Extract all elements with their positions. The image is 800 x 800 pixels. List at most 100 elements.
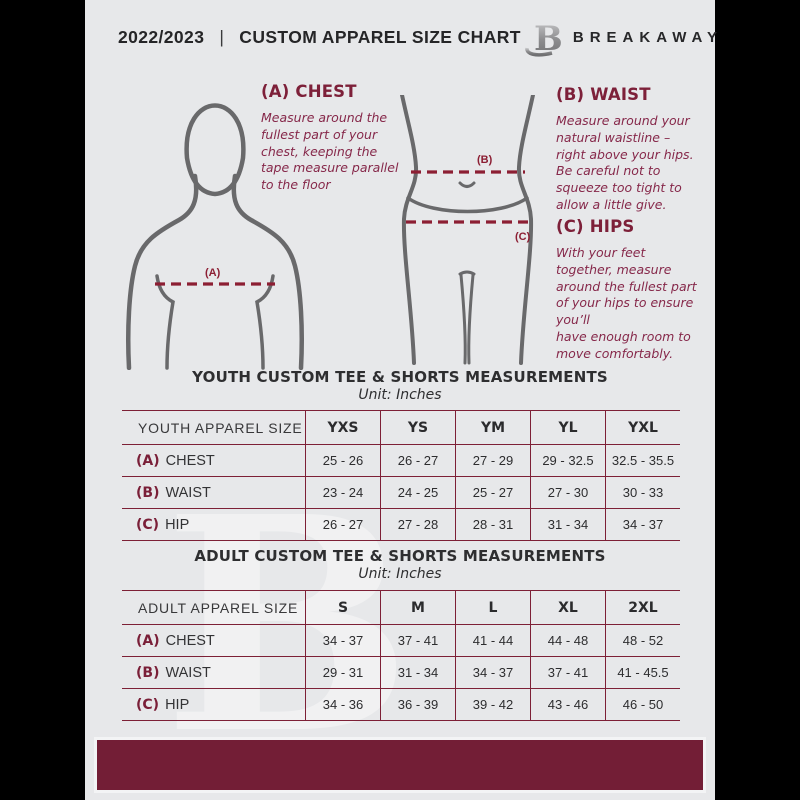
size-range-cell: 25 - 26 bbox=[305, 445, 380, 476]
size-range-cell: 28 - 31 bbox=[455, 509, 530, 540]
adult-size-table: ADULT APPAREL SIZE S M L XL 2XL (A) CHEST 34 - 3… bbox=[122, 590, 680, 721]
size-range-cell: 32.5 - 35.5 bbox=[605, 445, 680, 476]
size-column-header: YM bbox=[455, 411, 530, 444]
size-range-cell: 27 - 28 bbox=[380, 509, 455, 540]
size-column-header: 2XL bbox=[605, 591, 680, 624]
size-column-header: YXS bbox=[305, 411, 380, 444]
measurement-key: (A) bbox=[136, 452, 160, 469]
size-range-cell: 34 - 37 bbox=[605, 509, 680, 540]
measurement-label: (A) CHEST bbox=[122, 625, 305, 656]
measurement-key: (C) bbox=[136, 516, 160, 533]
size-column-header: YS bbox=[380, 411, 455, 444]
size-range-cell: 46 - 50 bbox=[605, 689, 680, 720]
adult-table-title: ADULT CUSTOM TEE & SHORTS MEASUREMENTS bbox=[194, 547, 606, 565]
waist-guide-body: Measure around your natural waistline – … bbox=[556, 113, 694, 212]
measurement-name: HIP bbox=[165, 696, 190, 713]
measurement-row: (C) HIP 26 - 27 27 - 28 28 - 31 31 - 34 34 - 3… bbox=[122, 509, 680, 541]
size-range-cell: 30 - 33 bbox=[605, 477, 680, 508]
size-range-cell: 37 - 41 bbox=[530, 657, 605, 688]
size-column-header: YL bbox=[530, 411, 605, 444]
size-range-cell: 48 - 52 bbox=[605, 625, 680, 656]
brand-name: BREAKAWAY bbox=[572, 28, 724, 46]
adult-table-unit: Unit: Inches bbox=[358, 566, 442, 582]
right-inner-leg bbox=[467, 273, 475, 365]
page-title: CUSTOM APPAREL SIZE CHART bbox=[239, 26, 521, 47]
size-range-cell: 34 - 37 bbox=[305, 625, 380, 656]
youth-table-title: YOUTH CUSTOM TEE & SHORTS MEASUREMENTS bbox=[192, 368, 608, 386]
size-range-cell: 27 - 30 bbox=[530, 477, 605, 508]
chest-guide-body: Measure around the fullest part of your … bbox=[261, 110, 399, 192]
waist-hip-measurement-diagram: (B) (C) bbox=[400, 95, 535, 365]
size-column-header: YXL bbox=[605, 411, 680, 444]
size-range-cell: 41 - 45.5 bbox=[605, 657, 680, 688]
size-column-header: S bbox=[305, 591, 380, 624]
size-range-cell: 44 - 48 bbox=[530, 625, 605, 656]
hip-marker-label: (C) bbox=[515, 231, 531, 243]
size-range-cell: 41 - 44 bbox=[455, 625, 530, 656]
size-range-cell: 31 - 34 bbox=[530, 509, 605, 540]
hips-guide-body: With your feet together, measure around … bbox=[556, 245, 697, 361]
navel-arc bbox=[458, 181, 476, 188]
measurement-name: CHEST bbox=[165, 632, 215, 649]
size-column-header: M bbox=[380, 591, 455, 624]
measurement-key: (B) bbox=[136, 484, 160, 501]
hip-crease-curve bbox=[406, 196, 529, 214]
measurement-row: (B) WAIST 23 - 24 24 - 25 25 - 27 27 - 30 30 -… bbox=[122, 477, 680, 509]
size-range-cell: 43 - 46 bbox=[530, 689, 605, 720]
measurement-key: (A) bbox=[136, 632, 160, 649]
breakaway-logo-icon: B bbox=[524, 19, 563, 59]
chest-guide: (A) CHEST Measure around the fullest par… bbox=[261, 82, 439, 194]
crotch-arc bbox=[458, 270, 476, 276]
size-range-cell: 37 - 41 bbox=[380, 625, 455, 656]
size-range-cell: 29 - 31 bbox=[305, 657, 380, 688]
waist-guide-heading: (B) WAIST bbox=[556, 85, 651, 104]
size-range-cell: 31 - 34 bbox=[380, 657, 455, 688]
measurement-row: (B) WAIST 29 - 31 31 - 34 34 - 37 37 - 41 41 -… bbox=[122, 657, 680, 689]
right-armpit-line bbox=[255, 274, 275, 370]
size-range-cell: 24 - 25 bbox=[380, 477, 455, 508]
size-range-cell: 36 - 39 bbox=[380, 689, 455, 720]
right-body-outline bbox=[516, 95, 535, 365]
header-divider: | bbox=[219, 26, 225, 47]
measurement-name: CHEST bbox=[165, 452, 215, 469]
header-title-group: 2022/2023 | CUSTOM APPAREL SIZE CHART bbox=[118, 27, 521, 48]
table-header-row: YOUTH APPAREL SIZE YXS YS YM YL YXL bbox=[122, 411, 680, 445]
size-range-cell: 27 - 29 bbox=[455, 445, 530, 476]
measurement-name: WAIST bbox=[165, 484, 211, 501]
measurement-row: (A) CHEST 34 - 37 37 - 41 41 - 44 44 - 48 48 -… bbox=[122, 625, 680, 657]
size-range-cell: 39 - 42 bbox=[455, 689, 530, 720]
waist-marker-label: (B) bbox=[477, 154, 493, 166]
season-label: 2022/2023 bbox=[118, 26, 205, 47]
size-axis-header: YOUTH APPAREL SIZE bbox=[138, 419, 303, 436]
chest-measurement-diagram: (A) bbox=[126, 103, 304, 370]
measurement-label: (A) CHEST bbox=[122, 445, 305, 476]
size-axis-header: ADULT APPAREL SIZE bbox=[138, 599, 299, 616]
measurement-row: (A) CHEST 25 - 26 26 - 27 27 - 29 29 - 32.5 32… bbox=[122, 445, 680, 477]
size-range-cell: 26 - 27 bbox=[380, 445, 455, 476]
measurement-name: HIP bbox=[165, 516, 190, 533]
hips-guide-heading: (C) HIPS bbox=[556, 217, 635, 236]
measurement-name: WAIST bbox=[165, 664, 211, 681]
size-range-cell: 23 - 24 bbox=[305, 477, 380, 508]
youth-size-table: YOUTH APPAREL SIZE YXS YS YM YL YXL (A) CHEST 25… bbox=[122, 410, 680, 541]
youth-table-unit: Unit: Inches bbox=[358, 387, 442, 403]
size-range-cell: 34 - 36 bbox=[305, 689, 380, 720]
size-range-cell: 34 - 37 bbox=[455, 657, 530, 688]
hips-guide: (C) HIPS With your feet together, measur… bbox=[556, 217, 718, 362]
measurement-row: (C) HIP 34 - 36 36 - 39 39 - 42 43 - 46 46 - 5… bbox=[122, 689, 680, 721]
left-body-outline bbox=[400, 95, 419, 365]
page-header: 2022/2023 | CUSTOM APPAREL SIZE CHART B … bbox=[85, 14, 717, 60]
size-column-header: XL bbox=[530, 591, 605, 624]
left-inner-leg bbox=[459, 273, 467, 365]
size-column-header: L bbox=[455, 591, 530, 624]
chest-guide-heading: (A) CHEST bbox=[261, 82, 357, 101]
size-chart-page: B 2022/2023 | CUSTOM APPAREL SIZE CHART … bbox=[85, 0, 718, 800]
measurement-label: (C) HIP bbox=[122, 689, 305, 720]
measurement-key: (B) bbox=[136, 664, 160, 681]
left-armpit-line bbox=[155, 274, 175, 370]
measurement-label: (B) WAIST bbox=[122, 477, 305, 508]
waist-guide: (B) WAIST Measure around your natural wa… bbox=[556, 85, 708, 214]
measurement-label: (B) WAIST bbox=[122, 657, 305, 688]
left-shoulder-arm bbox=[126, 173, 199, 370]
brand-group: B BREAKAWAY bbox=[521, 15, 723, 59]
